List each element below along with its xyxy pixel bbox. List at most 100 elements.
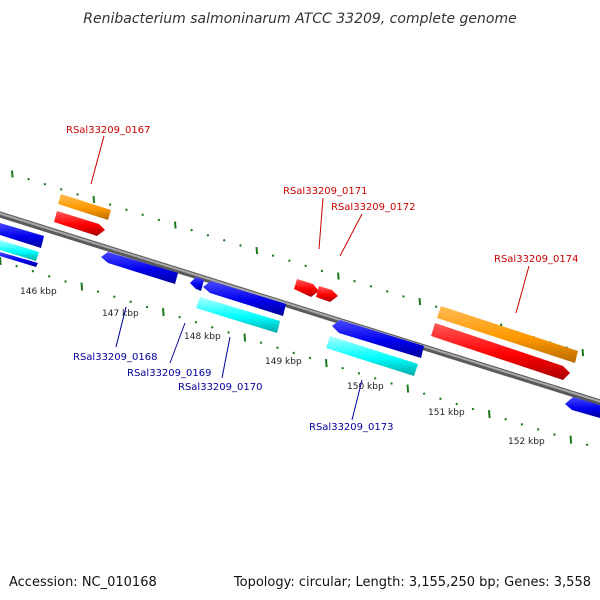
ruler-minor-tick: [108, 203, 112, 206]
ruler-minor-tick: [288, 259, 291, 263]
ruler-major-tick: [418, 298, 422, 306]
ruler-minor-tick: [141, 213, 144, 217]
gene-RSal33209-0170[interactable]: [196, 297, 280, 333]
ruler-minor-tick: [227, 331, 230, 334]
ruler-minor-tick: [27, 177, 30, 181]
gene-RSal33209-0173[interactable]: [326, 336, 418, 376]
ruler-minor-tick: [504, 417, 507, 421]
gene-label-RSal33209-0172[interactable]: RSal33209_0172: [331, 202, 415, 213]
gene-feature-orange-right[interactable]: [437, 306, 578, 363]
ruler-minor-tick: [304, 264, 307, 268]
gene-right-edge-blue[interactable]: [565, 397, 600, 418]
ruler-minor-tick: [341, 366, 344, 370]
ruler-major-tick: [162, 307, 165, 317]
ruler-minor-tick: [194, 320, 198, 324]
ruler-minor-tick: [373, 377, 377, 380]
gene-label-RSal33209-0169[interactable]: RSal33209_0169: [127, 368, 211, 379]
ruler-minor-tick: [357, 371, 361, 375]
gene-label-RSal33209-0167[interactable]: RSal33209_0167: [66, 125, 150, 136]
scale-label-147: 147 kbp: [102, 309, 139, 319]
ruler-minor-tick: [15, 264, 18, 268]
gene-labels-top: RSal33209_0167 RSal33209_0171 RSal33209_…: [66, 125, 578, 314]
scale-label-152: 152 kbp: [508, 437, 545, 447]
ruler-major-tick: [581, 349, 585, 357]
genome-backbone: [0, 211, 600, 406]
ruler-major-tick: [11, 170, 14, 178]
ruler-minor-tick: [190, 228, 193, 232]
ruler-minor-tick: [585, 443, 589, 447]
gene-RSal33209-0167[interactable]: [54, 211, 105, 236]
ruler-minor-tick: [471, 407, 475, 411]
gene-label-RSal33209-0174[interactable]: RSal33209_0174: [494, 254, 578, 265]
gene-label-RSal33209-0171[interactable]: RSal33209_0171: [283, 186, 367, 197]
ruler-minor-tick: [206, 233, 210, 237]
ruler-minor-tick: [276, 346, 279, 350]
ruler-minor-tick: [292, 351, 295, 355]
ruler-minor-tick: [455, 402, 458, 406]
ruler-major-tick: [243, 333, 247, 342]
ruler-minor-tick: [402, 295, 405, 298]
ruler-major-tick: [92, 195, 96, 204]
ruler-minor-tick: [96, 290, 100, 293]
gene-RSal33209-0169[interactable]: [190, 277, 204, 291]
ruler-minor-tick: [64, 280, 67, 283]
gene-feature-blue-right[interactable]: [332, 320, 424, 358]
scale-label-146: 146 kbp: [20, 287, 57, 297]
ruler-minor-tick: [320, 269, 324, 273]
ruler-minor-tick: [385, 290, 389, 293]
gene-RSal33209-0172[interactable]: [316, 286, 338, 302]
ruler-minor-tick: [43, 182, 47, 186]
ruler-minor-tick: [210, 326, 214, 329]
ruler-minor-tick: [553, 433, 556, 436]
gene-feature-orange-left[interactable]: [58, 194, 111, 220]
ruler-minor-tick: [129, 300, 132, 304]
ruler-major-tick: [0, 256, 2, 266]
ruler-minor-tick: [271, 254, 275, 257]
ruler-major-tick: [325, 359, 328, 368]
ruler-minor-tick: [59, 188, 63, 191]
gene-feature-blue-mid[interactable]: [203, 281, 286, 316]
ruler-major-tick: [488, 410, 491, 419]
gene-RSal33209-0171[interactable]: [294, 279, 319, 297]
ruler-minor-tick: [145, 305, 149, 309]
reverse-strand-genes: [0, 223, 600, 418]
ruler-major-tick: [80, 282, 84, 291]
forward-strand-genes: [54, 194, 578, 380]
ruler-minor-tick: [308, 356, 312, 360]
gene-label-RSal33209-0168[interactable]: RSal33209_0168: [73, 352, 157, 363]
ruler-minor-tick: [178, 315, 181, 319]
gene-label-RSal33209-0173[interactable]: RSal33209_0173: [309, 422, 393, 433]
genome-summary-text: Topology: circular; Length: 3,155,250 bp…: [233, 575, 591, 590]
ruler-minor-tick: [369, 284, 373, 288]
ruler-minor-tick: [422, 392, 426, 395]
gene-left-edge-cyan[interactable]: [0, 240, 39, 261]
ruler-major-tick: [569, 435, 573, 444]
scale-label-151: 151 kbp: [428, 408, 465, 418]
ruler-major-tick: [174, 221, 177, 229]
lower-scale-ruler: [0, 256, 589, 447]
ruler-minor-tick: [76, 193, 79, 196]
ruler-minor-tick: [536, 428, 540, 431]
ruler-minor-tick: [239, 244, 242, 247]
ruler-minor-tick: [113, 295, 116, 299]
ruler-minor-tick: [353, 279, 356, 283]
ruler-minor-tick: [157, 218, 161, 222]
ruler-minor-tick: [31, 269, 35, 273]
ruler-minor-tick: [390, 382, 393, 385]
gene-left-edge-blue[interactable]: [0, 223, 44, 248]
gene-label-RSal33209-0170[interactable]: RSal33209_0170: [178, 382, 262, 393]
scale-label-149: 149 kbp: [265, 357, 302, 367]
gene-RSal33209-0174[interactable]: [431, 323, 570, 380]
gene-RSal33209-0168[interactable]: [101, 252, 178, 284]
scale-label-150: 150 kbp: [347, 382, 384, 392]
gene-labels-bottom: RSal33209_0168 RSal33209_0169 RSal33209_…: [73, 306, 393, 433]
ruler-minor-tick: [47, 275, 51, 278]
ruler-minor-tick: [520, 423, 524, 426]
gene-left-edge-blue-2[interactable]: [0, 252, 38, 267]
ruler-minor-tick: [439, 397, 442, 401]
scale-labels: 146 kbp 147 kbp 148 kbp 149 kbp 150 kbp …: [20, 287, 545, 447]
ruler-minor-tick: [434, 305, 438, 308]
ruler-minor-tick: [125, 208, 128, 212]
ruler-major-tick: [406, 384, 410, 393]
